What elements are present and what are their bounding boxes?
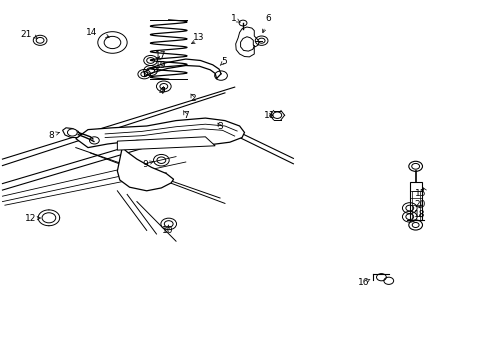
Text: 9: 9: [142, 160, 148, 168]
Text: 19: 19: [154, 61, 166, 70]
Bar: [411, 191, 419, 220]
Circle shape: [67, 129, 77, 136]
Text: 20: 20: [413, 200, 425, 209]
Text: 6: 6: [264, 14, 270, 23]
Text: 13: 13: [192, 33, 204, 42]
Polygon shape: [235, 27, 259, 57]
Text: 2: 2: [190, 94, 196, 103]
Polygon shape: [76, 118, 244, 148]
Text: 8: 8: [48, 130, 54, 139]
Text: 14: 14: [86, 28, 98, 37]
Text: 16: 16: [357, 279, 368, 287]
Polygon shape: [117, 137, 215, 150]
Text: 18: 18: [413, 210, 425, 219]
Text: 11: 11: [264, 111, 275, 120]
Bar: [409, 182, 421, 220]
Text: 5: 5: [221, 57, 226, 66]
Text: 15: 15: [414, 189, 426, 198]
Text: 7: 7: [183, 111, 188, 120]
Text: 1: 1: [230, 14, 236, 23]
Text: 12: 12: [25, 214, 37, 223]
Polygon shape: [117, 148, 173, 191]
Polygon shape: [62, 128, 81, 138]
Text: 21: 21: [20, 30, 31, 39]
Text: 3: 3: [217, 122, 223, 131]
Circle shape: [258, 38, 264, 43]
Text: 4: 4: [158, 87, 164, 96]
Text: 10: 10: [161, 226, 173, 235]
Text: 17: 17: [154, 50, 166, 59]
